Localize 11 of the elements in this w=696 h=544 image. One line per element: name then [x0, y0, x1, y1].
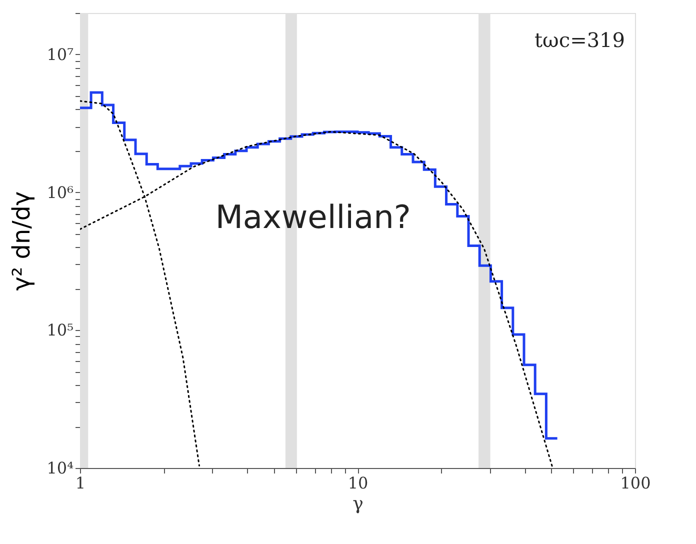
y-tick-label: 10⁶	[46, 182, 74, 202]
y-tick-label: 10⁴	[46, 458, 74, 478]
y-tick-label: 10⁵	[46, 320, 74, 340]
x-tick-label: 1	[75, 474, 86, 492]
x-axis-title: γ	[352, 494, 364, 514]
annotation: Maxwellian?	[215, 198, 411, 236]
x-tick-label: 10	[348, 474, 368, 492]
y-axis-title: γ² dn/dγ	[8, 191, 36, 291]
y-tick-label: 10⁷	[46, 44, 74, 64]
annotation: tωc=319	[534, 28, 625, 52]
x-tick-label: 100	[620, 474, 651, 492]
